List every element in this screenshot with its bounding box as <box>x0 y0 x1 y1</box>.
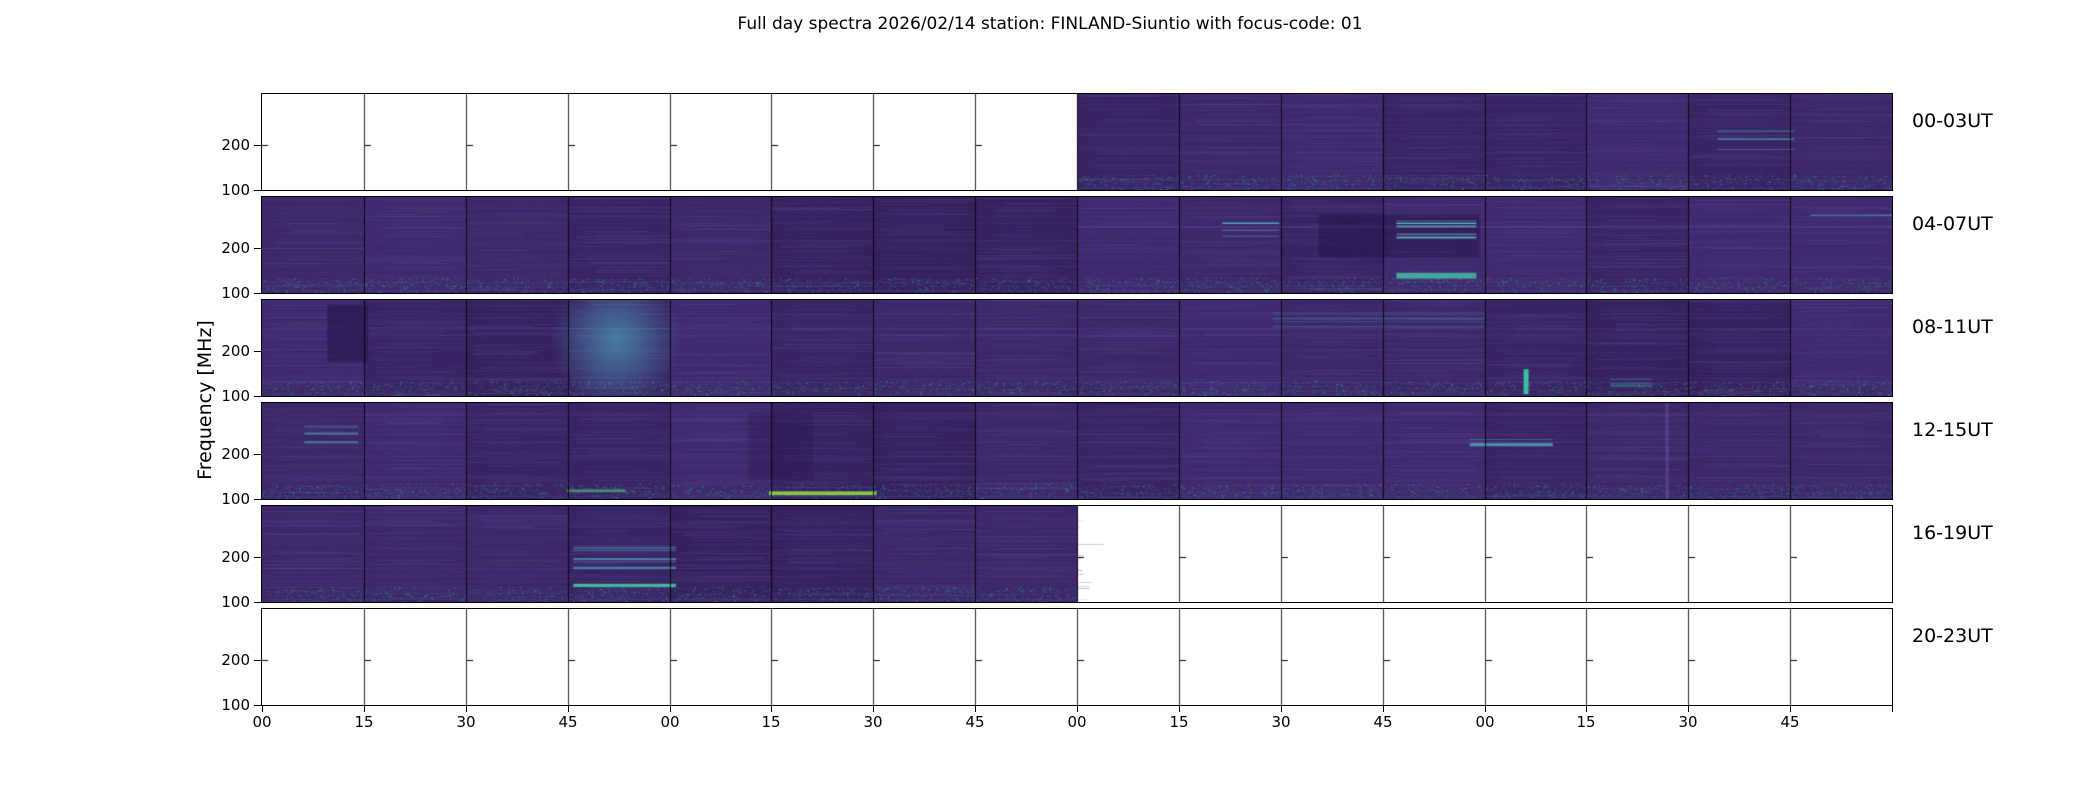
x-tick-mark-2 <box>466 705 467 712</box>
y-tick-label-200-row1: 200 <box>221 239 250 257</box>
x-tick-mark-14 <box>1688 705 1689 712</box>
x-tick-label-2: 30 <box>456 713 476 731</box>
x-tick-mark-7 <box>975 705 976 712</box>
spectrogram-canvas-00-03UT <box>262 94 1892 190</box>
y-tick-label-200-row0: 200 <box>221 136 250 154</box>
spectra-row-12-15UT <box>261 402 1893 500</box>
x-tick-label-15: 45 <box>1780 713 1800 731</box>
y-tick-mark-200-row1 <box>254 248 261 249</box>
x-tick-label-12: 00 <box>1475 713 1495 731</box>
y-tick-mark-100-row0 <box>254 190 261 191</box>
x-tick-mark-4 <box>670 705 671 712</box>
spectra-row-16-19UT <box>261 505 1893 603</box>
x-tick-mark-8 <box>1077 705 1078 712</box>
y-tick-label-100-row4: 100 <box>221 593 250 611</box>
y-tick-mark-100-row2 <box>254 396 261 397</box>
x-tick-label-3: 45 <box>558 713 578 731</box>
figure-title: Full day spectra 2026/02/14 station: FIN… <box>737 14 1363 34</box>
x-tick-mark-1 <box>364 705 365 712</box>
y-tick-label-200-row5: 200 <box>221 651 250 669</box>
x-tick-label-14: 30 <box>1678 713 1698 731</box>
y-tick-label-100-row0: 100 <box>221 181 250 199</box>
x-tick-mark-11 <box>1383 705 1384 712</box>
x-tick-label-8: 00 <box>1067 713 1087 731</box>
row-label-04-07UT: 04-07UT <box>1912 213 1993 235</box>
row-label-12-15UT: 12-15UT <box>1912 419 1993 441</box>
y-tick-mark-200-row3 <box>254 454 261 455</box>
x-tick-label-4: 00 <box>660 713 680 731</box>
row-label-16-19UT: 16-19UT <box>1912 522 1993 544</box>
x-tick-mark-0 <box>262 705 263 712</box>
x-tick-mark-15 <box>1790 705 1791 712</box>
y-tick-label-100-row5: 100 <box>221 696 250 714</box>
x-tick-mark-16 <box>1892 705 1893 712</box>
x-tick-label-6: 30 <box>863 713 883 731</box>
y-tick-mark-100-row1 <box>254 293 261 294</box>
row-label-00-03UT: 00-03UT <box>1912 110 1993 132</box>
y-tick-label-200-row4: 200 <box>221 548 250 566</box>
spectrogram-canvas-20-23UT <box>262 609 1892 705</box>
x-tick-mark-6 <box>873 705 874 712</box>
y-tick-label-100-row3: 100 <box>221 490 250 508</box>
y-tick-label-200-row2: 200 <box>221 342 250 360</box>
y-tick-mark-100-row4 <box>254 602 261 603</box>
y-tick-mark-200-row2 <box>254 351 261 352</box>
x-tick-mark-3 <box>568 705 569 712</box>
x-tick-label-9: 15 <box>1169 713 1189 731</box>
spectrogram-canvas-08-11UT <box>262 300 1892 396</box>
x-tick-mark-13 <box>1586 705 1587 712</box>
x-tick-mark-12 <box>1485 705 1486 712</box>
y-tick-mark-100-row3 <box>254 499 261 500</box>
x-tick-mark-9 <box>1179 705 1180 712</box>
y-tick-label-100-row2: 100 <box>221 387 250 405</box>
spectrogram-canvas-12-15UT <box>262 403 1892 499</box>
y-tick-mark-200-row4 <box>254 557 261 558</box>
x-tick-label-1: 15 <box>354 713 374 731</box>
x-tick-label-5: 15 <box>761 713 781 731</box>
row-label-20-23UT: 20-23UT <box>1912 625 1993 647</box>
x-tick-label-0: 00 <box>252 713 272 731</box>
spectrogram-canvas-04-07UT <box>262 197 1892 293</box>
x-tick-label-11: 45 <box>1373 713 1393 731</box>
y-tick-label-200-row3: 200 <box>221 445 250 463</box>
x-tick-label-7: 45 <box>965 713 985 731</box>
y-tick-label-100-row1: 100 <box>221 284 250 302</box>
y-tick-mark-100-row5 <box>254 705 261 706</box>
x-tick-label-13: 15 <box>1576 713 1596 731</box>
y-tick-mark-200-row5 <box>254 660 261 661</box>
spectra-row-08-11UT <box>261 299 1893 397</box>
spectra-row-00-03UT <box>261 93 1893 191</box>
spectra-row-04-07UT <box>261 196 1893 294</box>
spectra-row-20-23UT <box>261 608 1893 706</box>
x-tick-label-10: 30 <box>1271 713 1291 731</box>
y-tick-mark-200-row0 <box>254 145 261 146</box>
x-tick-mark-5 <box>771 705 772 712</box>
x-tick-mark-10 <box>1281 705 1282 712</box>
spectrogram-canvas-16-19UT <box>262 506 1892 602</box>
row-label-08-11UT: 08-11UT <box>1912 316 1993 338</box>
